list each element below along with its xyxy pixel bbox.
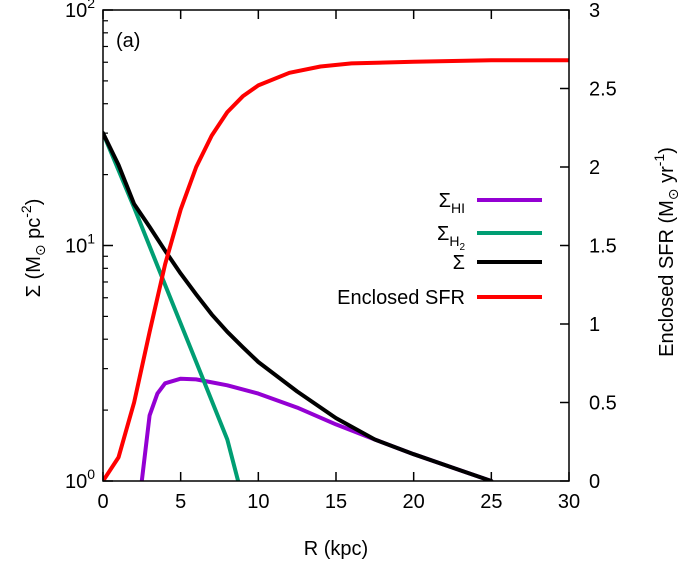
x-tick-label-25: 25 [480, 491, 502, 513]
y-right-tick-label-2.5: 2.5 [589, 79, 617, 101]
series-line-3 [103, 58, 569, 481]
y-left-tick-label-1: 100 [65, 466, 95, 493]
y-right-tick-label-1: 1 [589, 314, 600, 336]
series-line-2 [103, 131, 494, 481]
series-line-1 [103, 131, 241, 481]
legend-label-3: Enclosed SFR [337, 287, 465, 309]
x-tick-label-20: 20 [403, 491, 425, 513]
x-tick-label-5: 5 [175, 491, 186, 513]
ticks-layer: 0 5 10 15 20 25 30 100 101 102 0 0.5 1 1.5 2 2.5 3 [65, 0, 617, 513]
x-tick-label-15: 15 [325, 491, 347, 513]
y-right-tick-label-3: 3 [589, 0, 600, 22]
y-right-tick-label-0: 0 [589, 471, 600, 493]
y-right-tick-label-1.5: 1.5 [589, 236, 617, 258]
panel-label: (a) [116, 30, 140, 52]
y-axis-right-label: Enclosed SFR (M⊙ yr-1) [651, 147, 678, 357]
series-line-0 [139, 376, 494, 481]
legend-label-0: ΣHI [439, 190, 465, 216]
series-layer [103, 58, 569, 481]
y-axis-left-label: Σ (M⊙ pc-2) [18, 199, 48, 298]
plot-frame [102, 9, 570, 482]
legend-label-1: ΣH2 [437, 223, 466, 253]
x-tick-label-10: 10 [247, 491, 269, 513]
y-right-tick-label-0.5: 0.5 [589, 393, 617, 415]
x-tick-label-0: 0 [97, 491, 108, 513]
y-right-tick-label-2: 2 [589, 157, 600, 179]
legend-label-2: Σ [453, 252, 465, 274]
x-tick-label-30: 30 [558, 491, 580, 513]
y-left-tick-label-100: 102 [65, 0, 95, 22]
x-axis-label: R (kpc) [304, 538, 368, 560]
y-left-tick-label-10: 101 [65, 231, 95, 258]
